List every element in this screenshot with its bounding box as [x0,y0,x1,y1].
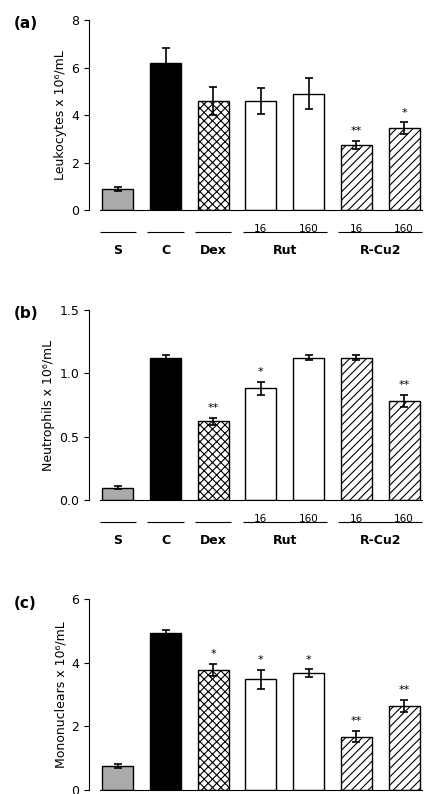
Text: C: C [161,244,170,256]
Text: R-Cu2: R-Cu2 [359,244,401,256]
Bar [150,358,181,500]
Text: 160: 160 [394,224,414,234]
Text: Rut: Rut [273,534,297,546]
Text: *: * [258,655,264,665]
Text: **: ** [207,403,219,413]
Bar [150,63,181,210]
Text: (c): (c) [14,596,37,611]
Bar [388,129,420,210]
Text: 160: 160 [299,224,318,234]
Text: 16: 16 [254,224,268,234]
Text: S: S [113,244,122,256]
Text: 16: 16 [350,514,363,523]
Text: **: ** [398,685,409,696]
Text: 160: 160 [299,514,318,523]
Y-axis label: Neutrophils x 10⁶/mL: Neutrophils x 10⁶/mL [42,339,55,471]
Text: S: S [113,534,122,546]
Bar [388,401,420,500]
Bar [293,358,324,500]
Bar [198,101,229,210]
Bar [293,94,324,210]
Bar [198,422,229,500]
Text: *: * [306,654,311,665]
Bar [102,766,133,790]
Text: (b): (b) [14,306,38,321]
Text: 160: 160 [394,514,414,523]
Y-axis label: Leukocytes x 10⁶/mL: Leukocytes x 10⁶/mL [54,50,67,180]
Text: *: * [401,107,407,118]
Bar [150,633,181,790]
Text: 16: 16 [254,514,268,523]
Bar [341,145,372,210]
Text: **: ** [398,380,409,390]
Bar [245,101,277,210]
Text: *: * [211,649,216,660]
Bar [388,706,420,790]
Bar [102,488,133,500]
Bar [102,189,133,210]
Text: C: C [161,534,170,546]
Bar [245,680,277,790]
Text: **: ** [351,716,362,727]
Text: Dex: Dex [200,534,227,546]
Bar [198,670,229,790]
Text: **: ** [351,126,362,136]
Text: Dex: Dex [200,244,227,256]
Text: R-Cu2: R-Cu2 [359,534,401,546]
Text: *: * [258,368,264,377]
Y-axis label: Mononuclears x 10⁶/mL: Mononuclears x 10⁶/mL [54,622,67,768]
Text: Rut: Rut [273,244,297,256]
Bar [341,737,372,790]
Text: (a): (a) [14,16,38,31]
Bar [245,388,277,500]
Text: 16: 16 [350,224,363,234]
Bar [293,673,324,790]
Bar [341,358,372,500]
